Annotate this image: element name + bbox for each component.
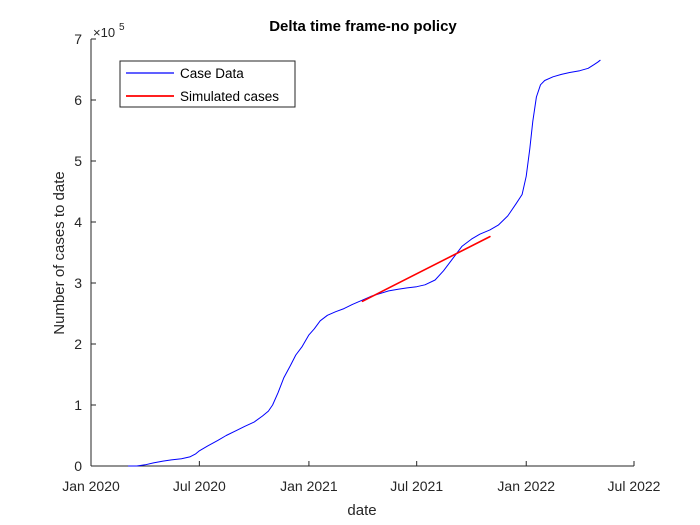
series-line-simulated-cases — [361, 235, 491, 303]
legend: Case Data Simulated cases — [119, 60, 296, 108]
y-axis-label: Number of cases to date — [51, 171, 68, 334]
y-tick-label: 6 — [74, 92, 82, 108]
y-tick-label: 5 — [74, 153, 82, 169]
series-lines — [128, 59, 601, 467]
x-tick-label: Jan 2021 — [280, 478, 338, 494]
y-tick-label: 1 — [74, 397, 82, 413]
y-axis-exponent-base: ×10 — [93, 25, 115, 40]
x-tick-label: Jan 2020 — [62, 478, 120, 494]
legend-label-simulated-cases: Simulated cases — [180, 89, 279, 104]
y-axis-exponent-power: 5 — [119, 22, 125, 33]
y-tick-label: 2 — [74, 336, 82, 352]
legend-box — [119, 60, 296, 108]
x-tick-label: Jul 2022 — [608, 478, 661, 494]
tick-labels: Jan 2020 Jul 2020 Jan 2021 Jul 2021 Jan 2022… — [62, 31, 660, 494]
y-tick-label: 4 — [74, 214, 82, 230]
series-line-case-data — [128, 59, 601, 467]
y-tick-label: 7 — [74, 31, 82, 47]
y-tick-label: 3 — [74, 275, 82, 291]
y-tick-label: 0 — [74, 458, 82, 474]
x-tick-label: Jul 2020 — [173, 478, 226, 494]
axes — [90, 38, 635, 467]
x-tick-label: Jul 2021 — [390, 478, 443, 494]
legend-label-case-data: Case Data — [180, 66, 244, 81]
chart-title: Delta time frame-no policy — [269, 18, 457, 35]
x-tick-label: Jan 2022 — [497, 478, 555, 494]
x-axis-label: date — [347, 502, 376, 519]
